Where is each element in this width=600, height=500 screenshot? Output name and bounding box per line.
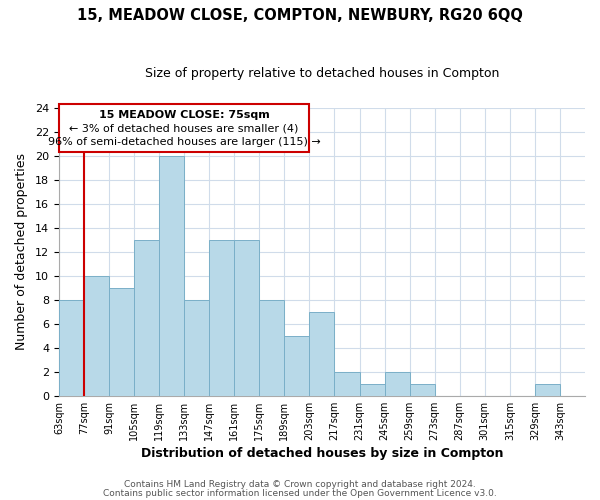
Bar xyxy=(59,104,310,152)
Bar xyxy=(234,240,259,396)
Bar xyxy=(535,384,560,396)
Bar xyxy=(84,276,109,396)
Text: Contains public sector information licensed under the Open Government Licence v3: Contains public sector information licen… xyxy=(103,488,497,498)
Bar xyxy=(184,300,209,396)
Bar xyxy=(359,384,385,396)
Text: 15, MEADOW CLOSE, COMPTON, NEWBURY, RG20 6QQ: 15, MEADOW CLOSE, COMPTON, NEWBURY, RG20… xyxy=(77,8,523,22)
Text: ← 3% of detached houses are smaller (4): ← 3% of detached houses are smaller (4) xyxy=(70,124,299,134)
Y-axis label: Number of detached properties: Number of detached properties xyxy=(15,154,28,350)
Bar xyxy=(59,300,84,396)
Bar xyxy=(109,288,134,396)
Bar xyxy=(209,240,234,396)
Bar xyxy=(310,312,334,396)
Bar xyxy=(134,240,159,396)
Bar xyxy=(284,336,310,396)
Bar xyxy=(385,372,410,396)
Text: 96% of semi-detached houses are larger (115) →: 96% of semi-detached houses are larger (… xyxy=(48,137,320,147)
Bar xyxy=(410,384,434,396)
Bar xyxy=(334,372,359,396)
X-axis label: Distribution of detached houses by size in Compton: Distribution of detached houses by size … xyxy=(141,447,503,460)
Bar xyxy=(159,156,184,396)
Text: 15 MEADOW CLOSE: 75sqm: 15 MEADOW CLOSE: 75sqm xyxy=(99,110,269,120)
Title: Size of property relative to detached houses in Compton: Size of property relative to detached ho… xyxy=(145,68,499,80)
Bar xyxy=(259,300,284,396)
Text: Contains HM Land Registry data © Crown copyright and database right 2024.: Contains HM Land Registry data © Crown c… xyxy=(124,480,476,489)
